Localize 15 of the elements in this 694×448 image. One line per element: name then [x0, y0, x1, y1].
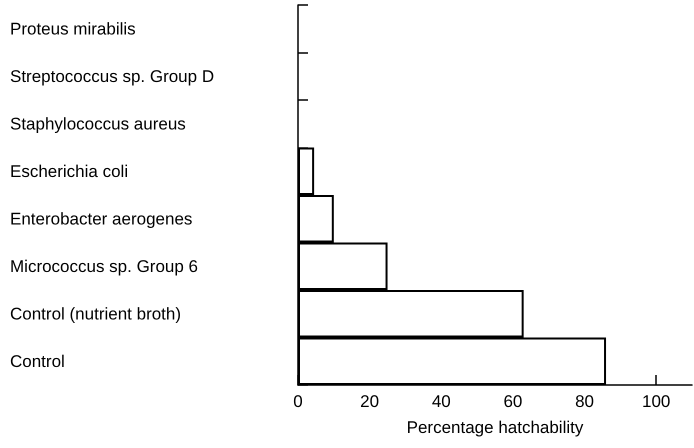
y-tick-label: Control	[10, 352, 65, 371]
x-tick-label: 20	[360, 392, 380, 411]
x-tick-label: 60	[503, 392, 522, 411]
y-tick-label: Escherichia coli	[10, 162, 128, 181]
y-tick-label: Enterobacter aerogenes	[10, 209, 192, 228]
x-tick-label: 0	[293, 392, 303, 411]
y-tick-label: Micrococcus sp. Group 6	[10, 256, 198, 276]
y-tick-label: Staphylococcus aureus	[10, 114, 186, 134]
x-tick-label: 40	[432, 392, 451, 411]
y-tick-label: Proteus mirabilis	[10, 19, 136, 38]
y-tick-label: Control (nutrient broth)	[10, 304, 182, 324]
y-tick-label: Streptococcus sp. Group D	[10, 66, 214, 86]
x-tick-label: 100	[642, 392, 670, 411]
x-tick-label: 80	[575, 392, 594, 411]
x-axis-title: Percentage hatchability	[406, 418, 584, 437]
